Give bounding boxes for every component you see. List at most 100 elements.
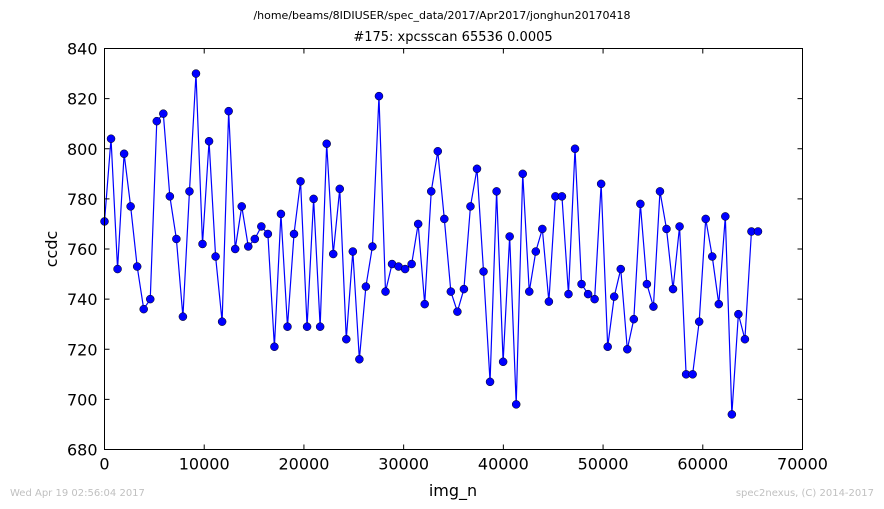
data-point xyxy=(655,187,665,196)
data-point xyxy=(577,279,586,289)
data-point xyxy=(505,232,514,241)
data-point xyxy=(688,370,697,379)
y-tick-label: 740 xyxy=(67,290,98,309)
plot-frame xyxy=(104,48,803,450)
data-point xyxy=(511,400,521,409)
footer-timestamp: Wed Apr 19 02:56:04 2017 xyxy=(10,488,145,499)
data-point xyxy=(413,219,423,229)
x-tick-label: 20000 xyxy=(278,455,329,474)
data-point xyxy=(557,192,567,201)
data-point xyxy=(361,282,371,291)
data-point xyxy=(440,214,449,224)
data-point xyxy=(335,184,345,194)
data-point xyxy=(145,294,155,304)
data-point xyxy=(289,229,299,239)
data-point xyxy=(276,209,286,219)
data-point xyxy=(315,322,325,331)
data-point xyxy=(636,199,645,209)
chart-title: #175: xpcsscan 65536 0.0005 xyxy=(353,30,553,45)
data-point xyxy=(609,292,619,301)
data-point xyxy=(250,234,260,244)
data-point xyxy=(283,322,292,331)
data-point xyxy=(302,322,312,331)
data-point xyxy=(668,284,678,294)
data-point xyxy=(420,299,429,309)
data-point xyxy=(714,299,724,309)
data-point xyxy=(178,312,188,321)
data-point xyxy=(152,116,162,126)
data-point xyxy=(734,309,743,319)
data-point xyxy=(701,214,710,224)
data-point xyxy=(453,307,462,316)
data-point xyxy=(538,224,547,234)
data-point xyxy=(466,202,475,211)
data-point xyxy=(596,179,606,189)
data-point xyxy=(328,249,338,259)
y-tick-label: 680 xyxy=(67,441,98,460)
data-point xyxy=(217,317,227,326)
data-point xyxy=(132,262,142,271)
data-point xyxy=(211,252,220,261)
data-point xyxy=(113,264,122,274)
data-point xyxy=(564,289,573,299)
data-point xyxy=(675,222,684,231)
data-point xyxy=(270,342,279,351)
data-point xyxy=(426,187,436,196)
series-layer xyxy=(100,69,763,419)
data-point xyxy=(707,252,717,261)
data-point xyxy=(662,224,671,234)
y-tick-label: 720 xyxy=(67,340,98,359)
data-point xyxy=(204,136,214,146)
y-tick-label: 840 xyxy=(67,40,98,59)
data-point xyxy=(296,177,305,186)
data-point xyxy=(244,242,253,251)
y-tick-label: 780 xyxy=(67,190,98,209)
data-point xyxy=(309,194,318,204)
data-point xyxy=(721,212,730,221)
data-point xyxy=(185,187,194,196)
data-point xyxy=(230,244,240,254)
data-point xyxy=(224,106,233,116)
data-point xyxy=(459,284,469,294)
data-point xyxy=(159,109,168,118)
data-point xyxy=(583,289,593,299)
data-point xyxy=(629,314,639,324)
y-tick-label: 760 xyxy=(67,240,98,259)
y-tick-label: 820 xyxy=(67,90,98,109)
footer-credit: spec2nexus, (C) 2014-2017 xyxy=(735,488,874,499)
data-point xyxy=(348,247,358,256)
data-point xyxy=(616,264,626,274)
data-point xyxy=(479,267,488,276)
data-point xyxy=(191,69,201,78)
data-point xyxy=(753,227,763,236)
x-tick-label: 40000 xyxy=(478,455,529,474)
data-point xyxy=(257,222,266,231)
y-axis-label: ccdc xyxy=(42,231,61,268)
data-point xyxy=(649,302,658,311)
data-point xyxy=(407,259,416,269)
x-tick-label: 10000 xyxy=(179,455,230,474)
data-point xyxy=(544,297,554,306)
data-point xyxy=(106,134,116,143)
data-point xyxy=(368,242,377,251)
figure-suptitle: /home/beams/8IDIUSER/spec_data/2017/Apr2… xyxy=(253,9,631,22)
data-point xyxy=(642,279,652,289)
data-point xyxy=(492,187,501,196)
data-point xyxy=(355,355,364,364)
data-point xyxy=(727,410,737,419)
data-point xyxy=(518,169,527,179)
data-point xyxy=(485,377,495,387)
data-point xyxy=(531,247,541,256)
y-tick-label: 800 xyxy=(67,140,98,159)
data-point xyxy=(623,345,632,354)
data-point xyxy=(374,91,384,101)
data-point xyxy=(433,147,443,156)
data-point xyxy=(172,234,181,244)
data-point xyxy=(525,287,534,296)
x-axis-label: img_n xyxy=(429,481,477,501)
x-tick-label: 60000 xyxy=(677,455,728,474)
ticks-layer: 0 10000 20000 30000 40000 50000 60000 70000 680 7… xyxy=(67,40,828,474)
data-point xyxy=(165,192,175,201)
